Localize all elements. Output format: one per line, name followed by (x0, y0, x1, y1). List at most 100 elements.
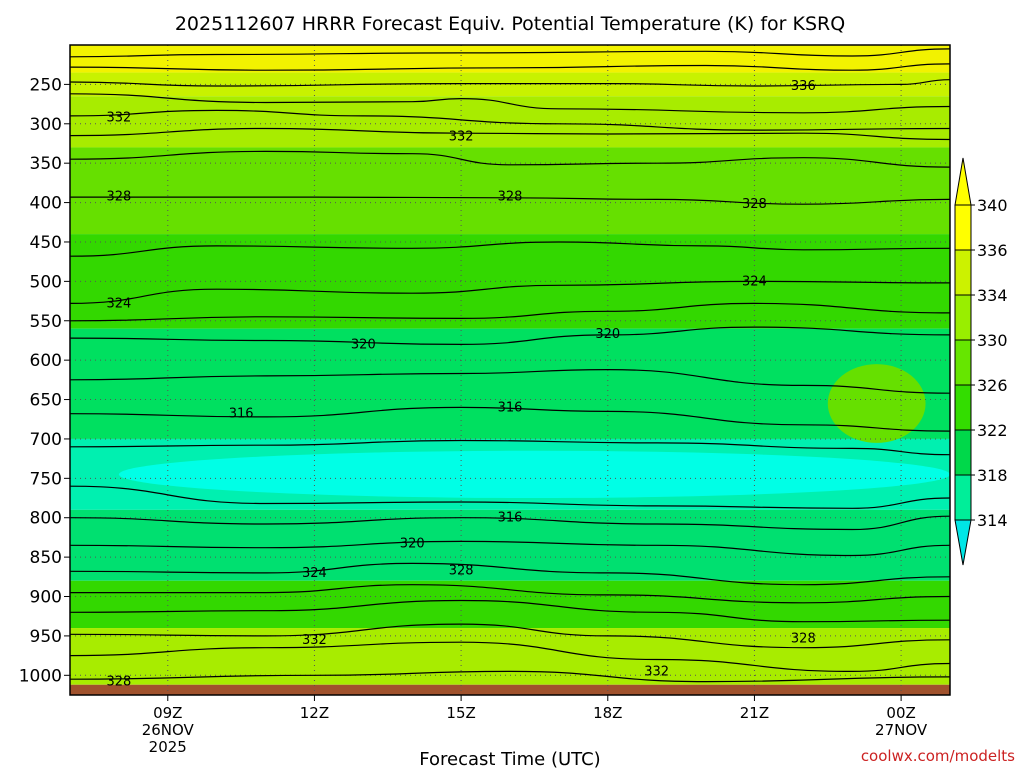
plot-contours (70, 48, 950, 683)
fill-layer-7 (70, 509, 950, 581)
y-tick-label: 350 (30, 154, 62, 174)
plot-contour-labels: 336 332 332 328 328 328 324 324 320 320 316 316 316 3… (106, 79, 815, 690)
ground-fill (70, 684, 950, 695)
contour-328 (70, 196, 950, 205)
contour-320 (70, 540, 950, 557)
x-tick-label: 21Z (740, 704, 769, 722)
y-axis: 250 300 350 400 450 500 550 600 650 700 750 800 850 9… (19, 75, 70, 686)
contour-label: 332 (644, 664, 669, 679)
colorbar-segment (954, 429, 972, 476)
contour-label: 328 (791, 631, 816, 646)
credit-text: coolwx.com/modelts (861, 747, 1015, 765)
y-tick-label: 900 (30, 588, 62, 608)
contour-label: 328 (106, 675, 131, 690)
contour-318 (70, 368, 950, 394)
fill-layer-0 (70, 45, 950, 73)
fill-layer-3 (70, 147, 950, 235)
contour-label: 328 (449, 564, 474, 579)
colorbar-segment (954, 474, 972, 521)
contour-316 (70, 439, 950, 456)
contour-label: 332 (302, 633, 327, 648)
contour-label: 328 (498, 189, 523, 204)
y-tick-label: 1000 (19, 666, 62, 686)
y-tick-label: 850 (30, 548, 62, 568)
contour-336 (70, 79, 950, 87)
contour-330 (70, 623, 950, 649)
contour-label: 328 (106, 189, 131, 204)
chart-title: 2025112607 HRRR Forecast Equiv. Potentia… (175, 13, 845, 35)
x-tick-label: 09Z (153, 704, 182, 722)
colorbar-label: 334 (977, 286, 1008, 305)
fill-layer-9 (70, 628, 950, 685)
contour-320 (70, 326, 950, 346)
contour-328 (70, 599, 950, 623)
contour-318 (70, 515, 950, 531)
x-tick-label: 12Z (300, 704, 329, 722)
contour-label: 316 (229, 407, 254, 422)
colorbar-segment (954, 384, 972, 431)
contour-332 (70, 641, 950, 673)
colorbar-segment (954, 294, 972, 341)
colorbar-segment (954, 204, 972, 251)
y-tick-label: 700 (30, 430, 62, 450)
x-tick-label: 00Z (886, 704, 915, 722)
contour-label: 316 (498, 400, 523, 415)
y-tick-label: 550 (30, 312, 62, 332)
contour-label: 332 (449, 129, 474, 144)
contour-330 (70, 670, 950, 683)
contour-316 (70, 406, 950, 432)
contour-322 (70, 302, 950, 322)
colorbar-label: 330 (977, 331, 1008, 350)
contour-label: 320 (595, 327, 620, 342)
contour-318 (70, 485, 950, 509)
y-tick-label: 400 (30, 194, 62, 214)
contour-label: 316 (498, 511, 523, 526)
contour-label: 324 (106, 296, 131, 311)
colorbar-segment (954, 339, 972, 386)
contour-label: 336 (791, 79, 816, 94)
colorbar-max-triangle (954, 157, 972, 206)
contour-334 (70, 93, 950, 114)
contour-324 (70, 562, 950, 586)
colorbar-label: 340 (977, 196, 1008, 215)
contour-label: 328 (742, 197, 767, 212)
contour-label: 324 (742, 274, 767, 289)
colorbar-label: 336 (977, 241, 1008, 260)
contour-326 (70, 584, 950, 604)
cold-core-region (118, 450, 950, 499)
colorbar-label: 326 (977, 376, 1008, 395)
colorbar-segment (954, 249, 972, 296)
x-tick-label: 15Z (446, 704, 475, 722)
contour-332 (70, 127, 950, 141)
fill-layer-8 (70, 580, 950, 629)
contour-label: 320 (400, 537, 425, 552)
colorbar-label: 318 (977, 466, 1008, 485)
contour-label: 324 (302, 566, 327, 581)
colorbar-label: 314 (977, 511, 1008, 530)
y-tick-label: 950 (30, 627, 62, 647)
contour-label: 320 (351, 337, 376, 352)
x-tick-year: 2025 (149, 738, 187, 756)
colorbar-min-triangle (954, 519, 972, 566)
contour-338 (70, 48, 950, 58)
colorbar-label: 322 (977, 421, 1008, 440)
fill-layer-5 (70, 328, 950, 439)
y-tick-label: 600 (30, 351, 62, 371)
y-tick-label: 750 (30, 469, 62, 489)
y-tick-label: 300 (30, 115, 62, 135)
y-tick-label: 800 (30, 509, 62, 529)
contour-332 (70, 109, 950, 131)
x-axis-label: Forecast Time (UTC) (419, 749, 600, 768)
y-tick-label: 500 (30, 272, 62, 292)
x-tick-label: 18Z (593, 704, 622, 722)
y-tick-label: 250 (30, 75, 62, 95)
plot-frame (69, 44, 951, 696)
fill-layer-2 (70, 96, 950, 148)
contour-330 (70, 150, 950, 168)
plot-fill-layers (70, 45, 950, 695)
contour-label: 332 (106, 110, 131, 125)
x-tick-date: 26NOV (142, 721, 195, 739)
colorbar: 314 318 322 326 330 334 336 340 (954, 157, 1008, 566)
